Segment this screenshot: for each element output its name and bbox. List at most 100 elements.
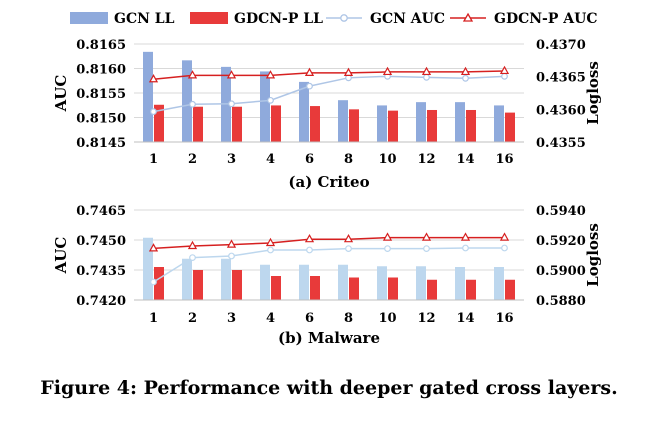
bar-gdcn-p-ll — [154, 104, 164, 142]
point-gcn-auc — [189, 100, 196, 108]
legend-label: GCN LL — [114, 11, 175, 27]
point-gdcn-p-auc — [265, 70, 276, 79]
bar-gdcn-p-ll — [271, 105, 281, 142]
bar-gcn-ll — [260, 71, 270, 142]
left-tick-label: 0.8155 — [76, 87, 126, 102]
point-gcn-auc — [189, 254, 196, 262]
left-tick-label: 0.7435 — [76, 264, 126, 279]
left-tick-label: 0.7450 — [76, 234, 126, 249]
bar-gdcn-p-ll — [427, 109, 437, 142]
point-gdcn-p-auc — [265, 237, 276, 247]
point-gcn-auc — [384, 245, 391, 253]
bar-gcn-ll — [182, 258, 192, 300]
right-axis-title: Logloss — [584, 223, 602, 287]
legend-marker-circle — [340, 14, 348, 22]
point-gcn-auc — [150, 278, 157, 286]
right-tick-label: 0.4365 — [536, 71, 586, 86]
category-label: 4 — [266, 152, 275, 167]
left-tick-label: 0.8150 — [76, 112, 126, 127]
bar-gdcn-p-ll — [466, 109, 476, 142]
bar-gdcn-p-ll — [232, 270, 242, 300]
left-axis-title: AUC — [52, 75, 70, 113]
bar-gcn-ll — [182, 60, 192, 143]
line-gdcn-p-auc — [153, 70, 505, 81]
left-tick-label: 0.8145 — [76, 136, 126, 151]
bar-gdcn-p-ll — [193, 270, 203, 300]
bar-gdcn-p-ll — [310, 276, 320, 300]
bar-gcn-ll — [143, 237, 153, 300]
bar-gcn-ll — [416, 266, 426, 300]
chart-subtitle: (b) Malware — [278, 329, 380, 347]
point-gcn-auc — [423, 73, 430, 81]
point-gdcn-p-auc — [499, 232, 510, 241]
bar-gcn-ll — [299, 264, 309, 300]
figure-caption: Figure 4: Performance with deeper gated … — [40, 377, 617, 399]
bar-gcn-ll — [455, 102, 465, 142]
legend-swatch-1 — [190, 12, 228, 24]
point-gcn-auc — [345, 245, 352, 253]
chart-malware: 0.7420 0.7435 0.7450 0.7465 0.5880 0.5900 0.59… — [52, 204, 602, 347]
bar-gdcn-p-ll — [505, 279, 515, 300]
point-gcn-auc — [462, 244, 469, 252]
category-label: 14 — [456, 311, 474, 326]
point-gcn-auc — [501, 72, 508, 80]
point-gdcn-p-auc — [382, 232, 393, 241]
bar-gdcn-p-ll — [388, 110, 398, 142]
point-gcn-auc — [267, 96, 274, 104]
point-gdcn-p-auc — [460, 66, 471, 76]
bar-gdcn-p-ll — [232, 106, 242, 142]
point-gdcn-p-auc — [460, 232, 471, 241]
point-gdcn-p-auc — [187, 240, 198, 250]
bar-gdcn-p-ll — [427, 279, 437, 300]
point-gdcn-p-auc — [421, 232, 432, 241]
bar-gcn-ll — [377, 105, 387, 142]
category-label: 10 — [378, 311, 396, 326]
point-gdcn-p-auc — [148, 243, 159, 252]
bar-gcn-ll — [260, 264, 270, 300]
point-gdcn-p-auc — [187, 70, 198, 79]
right-tick-label: 0.5940 — [536, 204, 586, 219]
legend-label: GDCN-P AUC — [494, 11, 597, 27]
bar-gdcn-p-ll — [466, 279, 476, 300]
category-label: 4 — [266, 311, 275, 326]
category-label: 10 — [378, 152, 396, 167]
right-tick-label: 0.4360 — [536, 103, 586, 118]
right-axis-title: Logloss — [584, 61, 602, 125]
point-gdcn-p-auc — [421, 66, 432, 76]
legend: GCN LL GDCN-P LL GCN AUC GDCN-P AUC — [70, 11, 597, 27]
bar-gdcn-p-ll — [193, 106, 203, 142]
bar-gdcn-p-ll — [388, 277, 398, 300]
point-gdcn-p-auc — [382, 66, 393, 76]
right-tick-label: 0.5900 — [536, 264, 586, 279]
line-gcn-auc — [153, 75, 505, 113]
point-gcn-auc — [423, 245, 430, 253]
category-label: 1 — [149, 311, 158, 326]
category-label: 3 — [227, 152, 236, 167]
point-gdcn-p-auc — [304, 233, 315, 243]
chart-criteo: 0.8145 0.8150 0.8155 0.8160 0.8165 0.4355 0.43… — [52, 38, 602, 191]
legend-swatch-0 — [70, 12, 108, 24]
point-gdcn-p-auc — [148, 74, 159, 83]
line-gdcn-p-auc — [153, 236, 505, 250]
point-gcn-auc — [501, 244, 508, 252]
bar-gcn-ll — [455, 267, 465, 300]
bar-gcn-ll — [299, 81, 309, 142]
legend-marker-triangle — [462, 12, 474, 22]
left-tick-label: 0.7420 — [76, 294, 126, 309]
category-label: 8 — [344, 311, 353, 326]
category-label: 2 — [188, 152, 197, 167]
right-tick-label: 0.4355 — [536, 136, 586, 151]
point-gcn-auc — [228, 252, 235, 260]
bar-gcn-ll — [494, 267, 504, 300]
bar-gcn-ll — [494, 105, 504, 142]
point-gdcn-p-auc — [226, 70, 237, 79]
point-gdcn-p-auc — [343, 67, 354, 77]
point-gdcn-p-auc — [226, 239, 237, 248]
bar-gcn-ll — [143, 51, 153, 143]
category-label: 14 — [456, 152, 474, 167]
category-label: 3 — [227, 311, 236, 326]
bar-gcn-ll — [416, 102, 426, 142]
bar-gcn-ll — [221, 258, 231, 300]
bar-gdcn-p-ll — [349, 109, 359, 142]
category-label: 12 — [417, 311, 435, 326]
